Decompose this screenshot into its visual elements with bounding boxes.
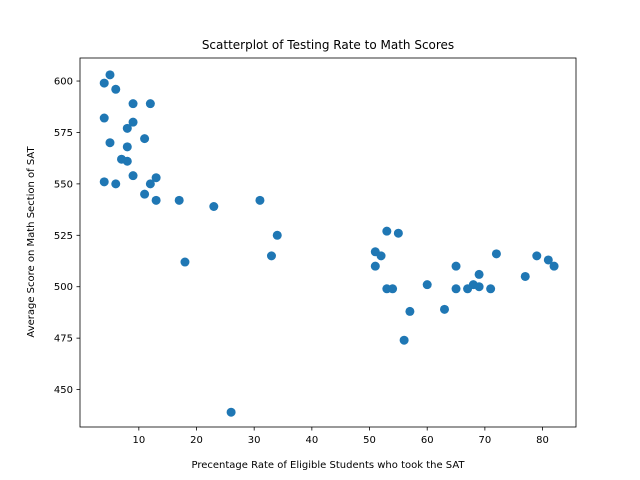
data-point (111, 179, 121, 189)
data-point (370, 261, 380, 271)
data-point (105, 70, 115, 80)
data-point (145, 99, 155, 109)
data-point (122, 123, 132, 133)
data-point (440, 304, 450, 314)
x-tick-label: 30 (248, 435, 261, 446)
points-layer (99, 70, 559, 417)
plot-area-frame (79, 57, 577, 428)
x-axis-label: Precentage Rate of Eligible Students who… (192, 460, 466, 471)
data-point (451, 261, 461, 271)
y-tick-label: 450 (54, 385, 73, 396)
data-point (549, 261, 559, 271)
data-point (145, 179, 155, 189)
data-point (543, 255, 553, 265)
data-point (128, 99, 138, 109)
y-tick-label: 475 (54, 334, 73, 345)
data-point (405, 306, 415, 316)
y-tick-label: 600 (54, 77, 73, 88)
data-point (255, 195, 265, 205)
x-tick-label: 40 (305, 435, 318, 446)
data-point (272, 230, 282, 240)
y-tick-label: 525 (54, 231, 73, 242)
data-point (151, 173, 161, 183)
y-tick-label: 550 (54, 179, 73, 190)
data-point (151, 195, 161, 205)
data-point (486, 284, 496, 294)
data-point (99, 113, 109, 123)
data-point (128, 117, 138, 127)
data-point (451, 284, 461, 294)
data-point (474, 269, 484, 279)
data-point (382, 226, 392, 236)
data-point (122, 156, 132, 166)
data-point (393, 228, 403, 238)
data-point (99, 78, 109, 88)
x-tick-label: 80 (536, 435, 549, 446)
data-point (399, 335, 409, 345)
data-point (140, 189, 150, 199)
x-tick-label: 60 (421, 435, 434, 446)
data-point (99, 177, 109, 187)
data-point (532, 251, 542, 261)
x-tick-label: 50 (363, 435, 376, 446)
y-tick-label: 500 (54, 282, 73, 293)
y-axis: 450 475 500 525 550 575 600 (54, 77, 80, 396)
data-point (491, 249, 501, 259)
data-point (388, 284, 398, 294)
data-point (180, 257, 190, 267)
data-point (266, 251, 276, 261)
data-point (105, 138, 115, 148)
x-tick-label: 70 (479, 435, 492, 446)
data-point (209, 202, 219, 212)
data-point (128, 171, 138, 181)
y-tick-label: 575 (54, 128, 73, 139)
data-point (520, 271, 530, 281)
data-point (174, 195, 184, 205)
data-point (422, 280, 432, 290)
x-tick-label: 20 (190, 435, 203, 446)
x-tick-label: 10 (132, 435, 145, 446)
data-point (140, 134, 150, 144)
x-axis: 10 20 30 40 50 60 70 80 (132, 427, 549, 446)
chart-title: Scatterplot of Testing Rate to Math Scor… (202, 38, 454, 52)
data-point (474, 282, 484, 292)
y-axis-label: Average Score on Math Section of SAT (26, 146, 37, 338)
data-point (226, 407, 236, 417)
data-point (376, 251, 386, 261)
data-point (111, 84, 121, 94)
data-point (122, 142, 132, 152)
